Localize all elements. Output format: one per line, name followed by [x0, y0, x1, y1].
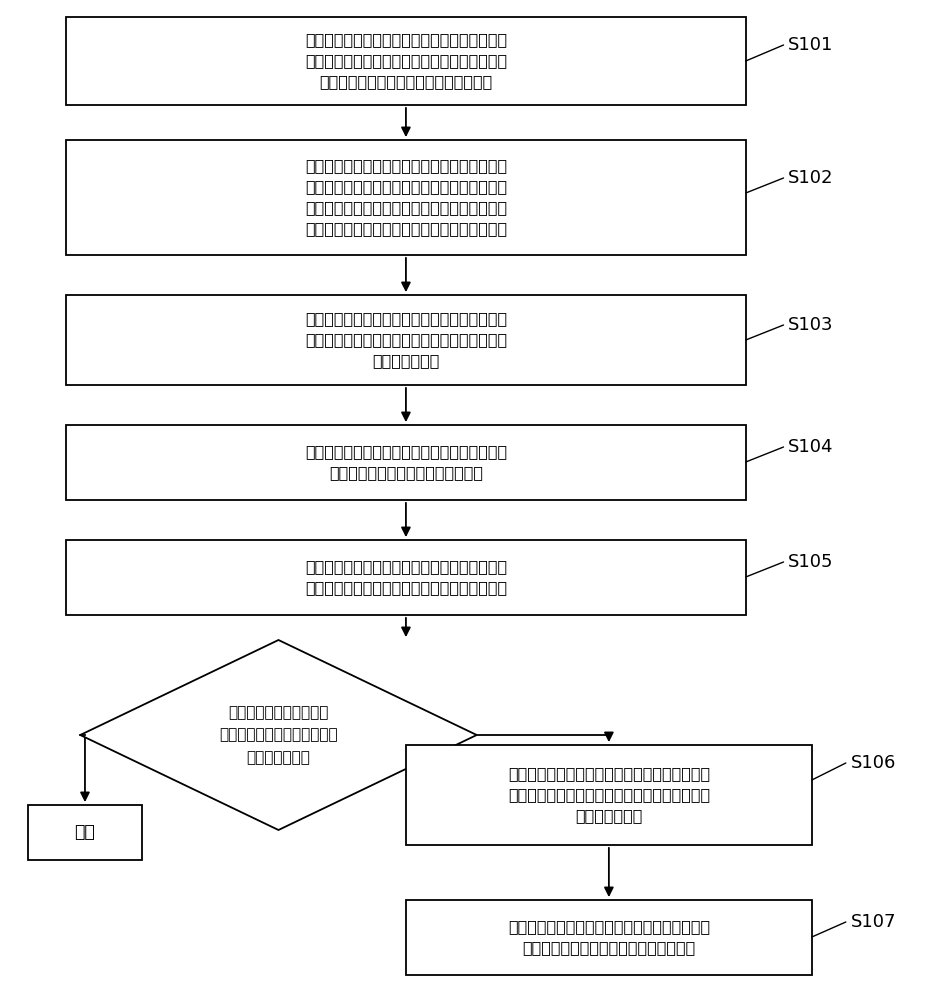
Text: 确定第一实体和第二实体的第一相似度；所述第
一相似度为：根据所述第一实体的特征向量和所
述第二实体的特征向量计算得到的相似度: 确定第一实体和第二实体的第一相似度；所述第 一相似度为：根据所述第一实体的特征向…: [305, 32, 507, 90]
Text: S101: S101: [788, 36, 834, 54]
Text: 根据所述第二相似度和所述第二层距离，计算所
述第一实体和所述第二实体的第三相似度: 根据所述第二相似度和所述第二层距离，计算所 述第一实体和所述第二实体的第三相似度: [508, 920, 710, 956]
Text: 根据所述第一相似度和所述第一层距离，计算所
述第一实体和第二实体的第二相似度: 根据所述第一相似度和所述第一层距离，计算所 述第一实体和第二实体的第二相似度: [305, 444, 507, 481]
Text: 获取所述第一实体的边关系集合，以及所述第二
实体的边关系集合；所述第一实体的边关系集合
中包括与所述第一实体关联的信息，所述第二实
体的边关系集合包括与所述第二: 获取所述第一实体的边关系集合，以及所述第二 实体的边关系集合；所述第一实体的边关…: [305, 158, 507, 236]
Text: S103: S103: [788, 316, 834, 334]
Bar: [406, 900, 812, 975]
Text: S104: S104: [788, 438, 834, 456]
Bar: [66, 17, 746, 105]
Text: 结束: 结束: [75, 824, 95, 842]
Bar: [66, 425, 746, 500]
Text: S106: S106: [851, 754, 896, 772]
Text: S107: S107: [851, 913, 896, 931]
Text: S105: S105: [788, 553, 834, 571]
Bar: [66, 140, 746, 255]
Bar: [66, 540, 746, 615]
Bar: [66, 295, 746, 385]
Text: 所述实体融合的融合效果
是否好于根据第一相似度进行
实体融合的效果: 所述实体融合的融合效果 是否好于根据第一相似度进行 实体融合的效果: [219, 705, 338, 765]
Text: 在所述第二相似度高于预设相似度阈值的情况下
，对所述第一实体和所述第二实体进行实体融合: 在所述第二相似度高于预设相似度阈值的情况下 ，对所述第一实体和所述第二实体进行实…: [305, 560, 507, 595]
Bar: [28, 805, 142, 860]
Text: 根据所述第一实体的边关系集合和所述第二实体
的边关系集合，计算所述第一实体和所述第二实
体的第一层距离: 根据所述第一实体的边关系集合和所述第二实体 的边关系集合，计算所述第一实体和所述…: [305, 312, 507, 368]
Text: S102: S102: [788, 169, 834, 187]
Polygon shape: [80, 640, 477, 830]
Bar: [406, 745, 812, 845]
Text: 根据所述第一实体的边关系集合和所述第二实体
的边关系集合，计算所述第一实体和所述第二实
体的第二层距离: 根据所述第一实体的边关系集合和所述第二实体 的边关系集合，计算所述第一实体和所述…: [508, 766, 710, 823]
